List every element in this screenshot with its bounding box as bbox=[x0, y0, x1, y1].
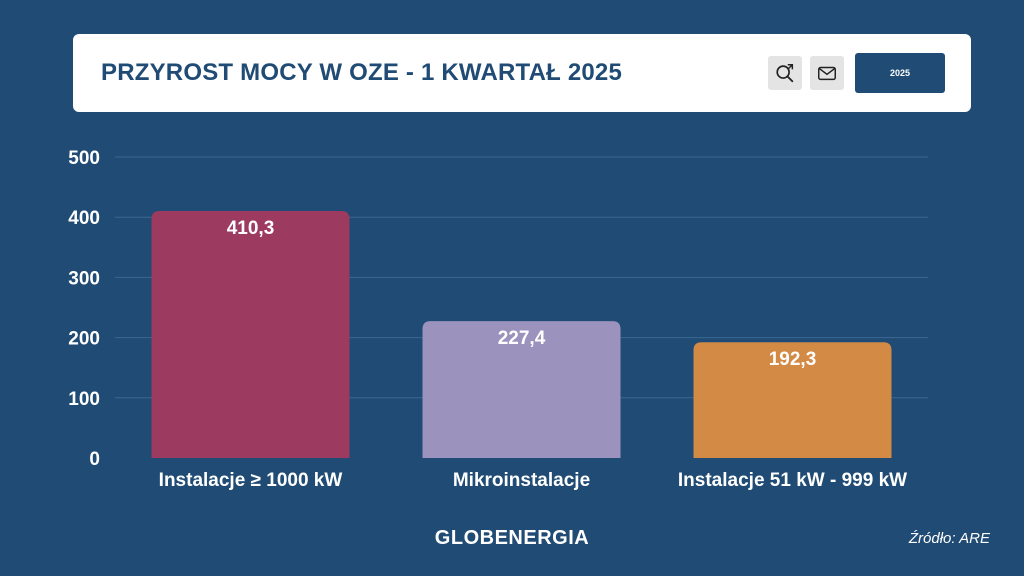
y-tick-label: 500 bbox=[68, 148, 100, 169]
bar bbox=[693, 342, 892, 458]
zoom-search-button[interactable] bbox=[768, 56, 802, 90]
page-title: PRZYROST MOCY W OZE - 1 KWARTAŁ 2025 bbox=[101, 59, 623, 86]
y-tick-label: 200 bbox=[68, 329, 100, 350]
header-card: PRZYROST MOCY W OZE - 1 KWARTAŁ 2025 202… bbox=[73, 34, 971, 112]
globenergia-logo: GLOBENERGIA bbox=[434, 527, 590, 549]
zoom-search-icon bbox=[776, 64, 794, 83]
bar-value-label: 192,3 bbox=[769, 349, 817, 370]
bar-value-label: 410,3 bbox=[227, 218, 275, 239]
y-tick-label: 100 bbox=[68, 389, 100, 410]
x-category-label: Instalacje ≥ 1000 kW bbox=[159, 470, 343, 491]
bar bbox=[422, 321, 621, 458]
y-tick-label: 0 bbox=[89, 449, 100, 470]
mail-button[interactable] bbox=[810, 56, 844, 90]
x-category-label: Mikroinstalacje bbox=[453, 470, 590, 491]
mail-icon bbox=[818, 66, 836, 81]
y-tick-label: 400 bbox=[68, 208, 100, 229]
x-category-label: Instalacje 51 kW - 999 kW bbox=[678, 470, 907, 491]
bar-value-label: 227,4 bbox=[498, 328, 546, 349]
bar bbox=[151, 210, 350, 458]
y-tick-label: 300 bbox=[68, 268, 100, 289]
source-note: Źródło: ARE bbox=[908, 530, 990, 547]
year-select-button[interactable]: 2025 bbox=[855, 53, 945, 93]
